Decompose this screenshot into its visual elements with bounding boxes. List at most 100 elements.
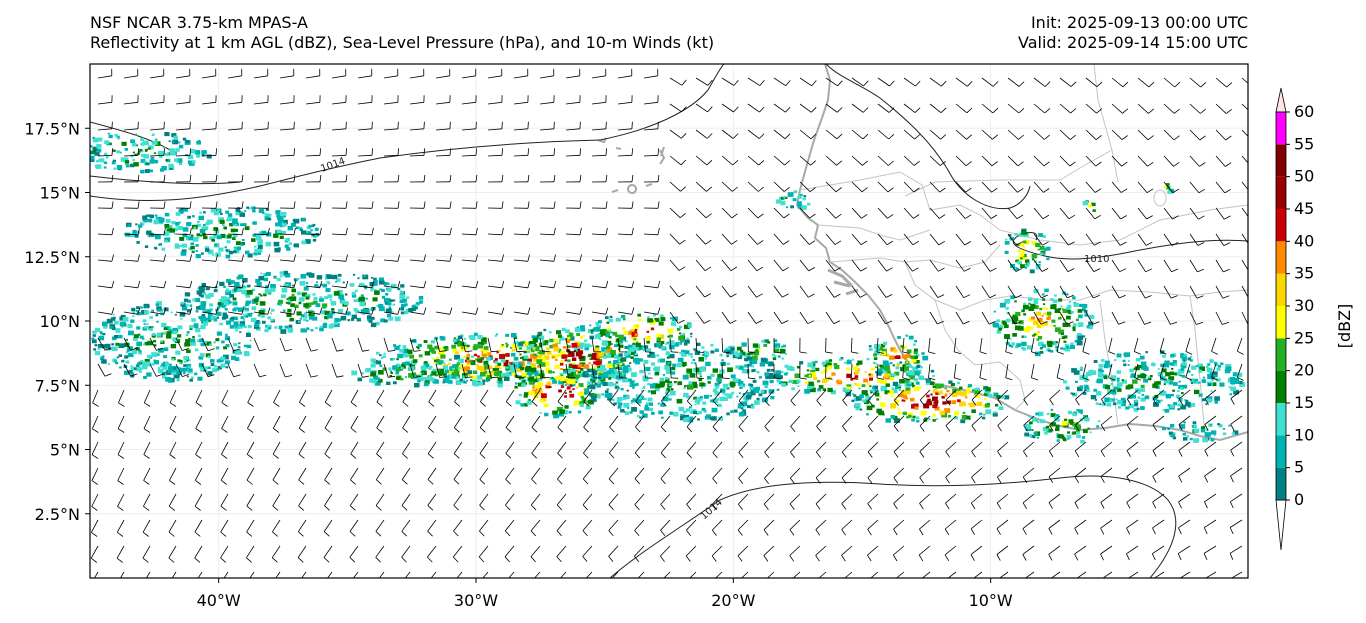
wind-barb <box>634 493 645 511</box>
reflectivity-cell <box>314 227 319 231</box>
reflectivity-cell <box>377 370 384 375</box>
wind-barb <box>357 227 374 236</box>
reflectivity-cell <box>1210 438 1215 442</box>
reflectivity-cell <box>265 241 272 247</box>
reflectivity-cell <box>210 359 215 363</box>
reflectivity-cell <box>1115 398 1118 401</box>
reflectivity-cell <box>1163 362 1170 368</box>
reflectivity-cell <box>99 331 103 334</box>
wind-barb <box>565 95 581 105</box>
reflectivity-cell <box>310 309 314 313</box>
reflectivity-cell <box>174 313 177 316</box>
reflectivity-cell <box>892 415 898 420</box>
reflectivity-cell <box>424 351 431 356</box>
wind-barb <box>903 77 921 87</box>
reflectivity-cell <box>1082 374 1088 379</box>
wind-barb <box>955 129 973 140</box>
wind-barb <box>867 519 879 536</box>
wind-barb <box>435 363 447 378</box>
reflectivity-cell <box>898 388 901 391</box>
reflectivity-cell <box>92 334 96 337</box>
reflectivity-cell <box>1163 383 1166 385</box>
wind-barb <box>929 259 945 272</box>
reflectivity-cell <box>222 223 225 227</box>
reflectivity-cell <box>226 289 230 293</box>
wind-barb <box>1159 363 1167 381</box>
reflectivity-cell <box>557 334 562 338</box>
reflectivity-cell <box>648 402 653 406</box>
reflectivity-cell <box>551 356 555 359</box>
reflectivity-cell <box>1117 379 1120 382</box>
reflectivity-cell <box>606 321 610 324</box>
reflectivity-cell <box>200 316 207 321</box>
reflectivity-cell <box>1167 190 1172 194</box>
wind-barb <box>539 227 556 236</box>
reflectivity-cell <box>233 246 236 249</box>
reflectivity-cell <box>559 410 564 414</box>
wind-barb <box>929 233 946 246</box>
reflectivity-cell <box>420 365 427 371</box>
reflectivity-cell <box>124 355 129 359</box>
reflectivity-cell <box>631 383 636 387</box>
reflectivity-cell <box>1195 365 1198 367</box>
wind-barb <box>1230 389 1243 405</box>
reflectivity-cell <box>751 365 755 368</box>
reflectivity-cell <box>734 351 739 355</box>
wind-barb <box>669 207 686 219</box>
reflectivity-cell <box>270 287 276 292</box>
reflectivity-cell <box>94 344 98 347</box>
reflectivity-cell <box>191 160 196 164</box>
reflectivity-cell <box>568 366 572 369</box>
reflectivity-cell <box>315 303 321 307</box>
reflectivity-cell <box>233 248 240 254</box>
reflectivity-cell <box>222 354 229 360</box>
reflectivity-cell <box>778 375 783 379</box>
reflectivity-cell <box>434 359 438 363</box>
reflectivity-cell <box>83 154 87 157</box>
reflectivity-cell <box>898 386 902 389</box>
reflectivity-cell <box>245 300 251 305</box>
reflectivity-cell <box>638 318 642 322</box>
reflectivity-cell <box>113 167 117 170</box>
reflectivity-cell <box>613 383 617 386</box>
wind-barb <box>669 363 679 379</box>
reflectivity-cell <box>140 306 143 309</box>
wind-barb <box>565 337 576 353</box>
reflectivity-cell <box>873 390 879 395</box>
reflectivity-cell <box>688 381 693 385</box>
reflectivity-cell <box>618 402 623 406</box>
reflectivity-cell <box>967 384 972 388</box>
reflectivity-cell <box>530 362 536 368</box>
reflectivity-cell <box>290 303 296 308</box>
reflectivity-cell <box>586 400 589 403</box>
wind-barb <box>149 148 165 157</box>
reflectivity-cell <box>186 359 189 362</box>
reflectivity-cell <box>199 305 206 311</box>
reflectivity-cell <box>797 203 802 207</box>
wind-barb <box>773 207 790 219</box>
reflectivity-cell <box>265 208 270 211</box>
reflectivity-cell <box>885 418 891 423</box>
reflectivity-cell <box>1088 204 1092 208</box>
reflectivity-cell <box>1023 304 1029 310</box>
model-title: NSF NCAR 3.75-km MPAS-A <box>90 13 308 32</box>
reflectivity-cell <box>404 310 409 315</box>
reflectivity-cell <box>1021 250 1025 253</box>
reflectivity-cell <box>1183 359 1186 362</box>
wind-barb <box>331 174 348 183</box>
reflectivity-cell <box>634 333 639 337</box>
reflectivity-cell <box>373 282 378 286</box>
reflectivity-cell <box>730 381 733 384</box>
reflectivity-cell <box>682 333 686 336</box>
reflectivity-cell <box>195 254 201 259</box>
reflectivity-cell <box>241 289 247 295</box>
reflectivity-cell <box>156 306 162 311</box>
reflectivity-cell <box>1177 397 1180 399</box>
reflectivity-cell <box>571 381 576 384</box>
reflectivity-cell <box>422 377 427 381</box>
reflectivity-cell <box>274 247 281 253</box>
reflectivity-cell <box>861 384 866 388</box>
wind-barb <box>247 389 255 407</box>
wind-barb <box>997 467 1009 484</box>
wind-barb <box>1241 207 1248 217</box>
